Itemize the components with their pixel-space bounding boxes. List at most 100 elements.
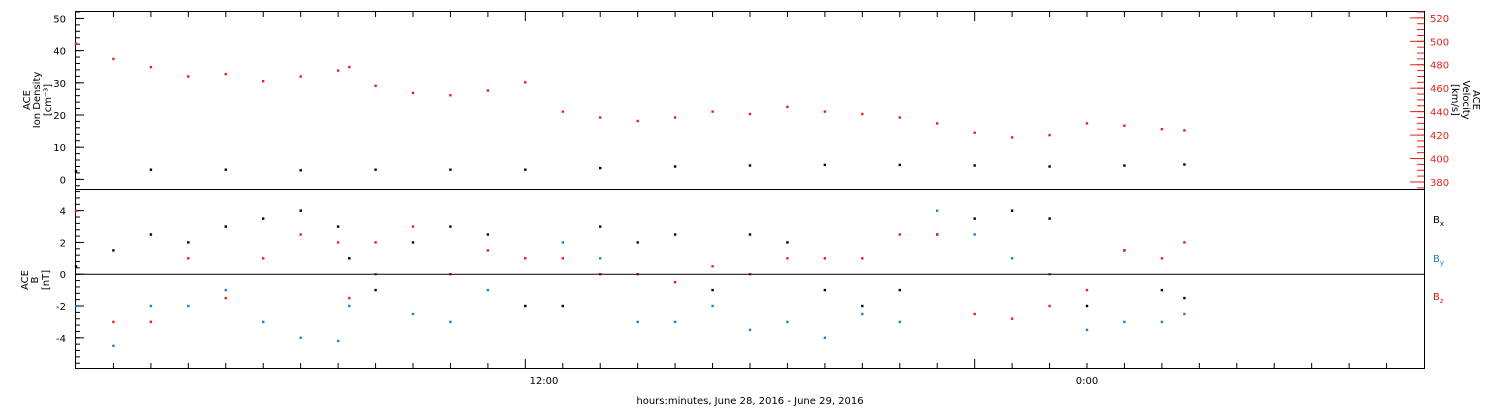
data-point-bottom-series-0 [561, 304, 564, 308]
data-point-bottom-series-0 [673, 233, 677, 236]
data-point-bottom-series-2 [524, 257, 527, 260]
left-y-tick-label: 10 [53, 143, 66, 154]
data-point-bottom-series-0 [524, 304, 527, 308]
data-point-bottom-series-1 [936, 209, 939, 212]
data-point-top-series-1 [348, 65, 351, 69]
data-point-bottom-series-0 [861, 304, 864, 308]
data-point-top-series-1 [1010, 136, 1014, 139]
data-point-bottom-series-1 [224, 288, 227, 292]
data-point-top-series-1 [299, 75, 302, 78]
data-point-top-series-1 [786, 105, 789, 109]
b-field-unit-label: [nT] [41, 270, 52, 290]
data-point-top-series-1 [823, 110, 827, 113]
data-point-bottom-series-2 [374, 241, 377, 244]
right-y-tick-label: 520 [1430, 14, 1449, 25]
data-point-top-series-0 [374, 168, 377, 171]
data-point-bottom-series-0 [411, 241, 415, 244]
data-point-bottom-series-0 [187, 241, 190, 244]
data-point-top-series-0 [224, 168, 227, 171]
data-point-bottom-series-0 [224, 225, 227, 228]
legend-by-sub: y [1440, 259, 1444, 267]
data-point-bottom-series-0 [299, 209, 302, 212]
data-point-top-series-0 [149, 168, 153, 171]
data-point-bottom-series-0 [786, 241, 789, 244]
data-point-top-series-1 [861, 112, 864, 116]
b-field-label-line-2: B [30, 276, 41, 283]
data-point-bottom-series-2 [861, 257, 864, 260]
data-point-top-series-0 [973, 164, 976, 167]
data-point-top-series-0 [524, 168, 527, 171]
bottom-panel-frame [75, 189, 1425, 369]
data-point-bottom-series-0 [1048, 217, 1051, 220]
data-point-top-series-0 [748, 164, 752, 167]
data-point-bottom-series-0 [973, 217, 976, 220]
data-point-top-series-0 [898, 163, 901, 167]
data-point-bottom-series-0 [599, 225, 602, 228]
data-point-bottom-series-2 [898, 233, 901, 236]
data-point-top-series-1 [973, 131, 976, 134]
data-point-top-series-1 [936, 122, 939, 125]
data-point-bottom-series-2 [112, 320, 115, 324]
data-point-bottom-series-2 [1160, 257, 1164, 260]
data-point-bottom-series-1 [636, 320, 639, 324]
data-point-bottom-series-2 [786, 257, 789, 260]
data-point-bottom-series-2 [224, 296, 227, 300]
data-point-bottom-series-2 [187, 257, 190, 260]
data-point-top-series-1 [599, 116, 602, 119]
data-point-top-series-0 [299, 169, 302, 172]
data-point-top-series-1 [411, 91, 415, 95]
data-point-bottom-series-0 [1085, 304, 1089, 308]
left-y-tick-label: -4 [56, 334, 66, 345]
x-tick-label-midnight: 0:00 [1076, 376, 1098, 387]
data-point-top-series-1 [224, 72, 227, 76]
data-point-top-series-0 [449, 168, 452, 171]
data-point-top-series-0 [1048, 165, 1051, 168]
legend-bz: Bz [1433, 292, 1444, 305]
data-point-bottom-series-2 [1123, 249, 1126, 252]
data-point-bottom-series-2 [823, 257, 827, 260]
data-point-top-series-1 [74, 42, 78, 45]
data-point-bottom-series-1 [1183, 312, 1186, 316]
data-point-bottom-series-1 [673, 320, 677, 324]
top-panel-frame [75, 11, 1425, 190]
data-point-bottom-series-1 [823, 336, 827, 339]
axis-ticks: 0 10 20 30 40 50 380 400 420 440 460 480 500 520 -4 -2 0… [53, 11, 1449, 368]
data-point-top-series-0 [1183, 163, 1186, 166]
data-point-bottom-series-2 [336, 241, 340, 244]
data-point-bottom-series-0 [74, 265, 78, 268]
data-point-top-series-1 [561, 110, 564, 113]
data-point-bottom-series-1 [898, 320, 901, 324]
left-y-tick-label: -2 [56, 302, 66, 313]
left-y-tick-label: 4 [60, 207, 66, 218]
data-point-bottom-series-0 [348, 257, 351, 260]
data-point-bottom-series-2 [149, 320, 153, 324]
data-point-top-series-1 [374, 84, 377, 87]
legend-by: By [1433, 254, 1444, 267]
left-y-tick-label: 20 [53, 111, 66, 122]
data-point-bottom-series-2 [299, 233, 302, 236]
data-point-bottom-series-1 [336, 339, 340, 343]
data-point-bottom-series-1 [599, 257, 602, 260]
density-label-line-2: Ion Density [32, 72, 43, 129]
data-point-bottom-series-2 [1085, 288, 1089, 292]
data-point-bottom-series-0 [1160, 288, 1164, 292]
left-y-tick-label: 2 [60, 238, 66, 249]
data-point-bottom-series-0 [1183, 296, 1186, 300]
left-y-tick-label: 30 [53, 79, 66, 90]
data-point-bottom-series-1 [786, 320, 789, 324]
data-point-bottom-series-0 [823, 288, 827, 292]
data-point-bottom-series-1 [449, 320, 452, 324]
data-point-top-series-1 [112, 57, 115, 61]
data-point-top-series-1 [524, 81, 527, 84]
data-point-bottom-series-0 [262, 217, 265, 220]
data-point-top-series-1 [262, 80, 265, 83]
data-point-bottom-series-2 [262, 257, 265, 260]
legend-bx-name: B [1433, 215, 1440, 226]
data-point-top-series-1 [1183, 129, 1186, 132]
left-y-tick-label: 0 [60, 175, 66, 186]
b-field-label-line-1: ACE [20, 270, 31, 290]
data-point-top-series-1 [187, 75, 190, 78]
data-point-bottom-series-1 [299, 336, 302, 339]
data-point-top-series-1 [673, 116, 677, 119]
